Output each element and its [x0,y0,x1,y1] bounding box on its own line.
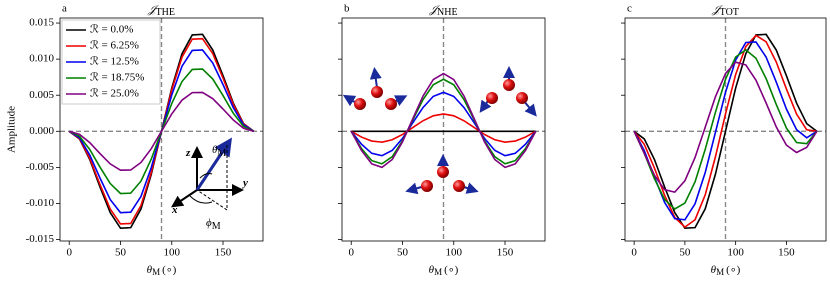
annotation: θM [212,144,226,160]
panel-title: 𝒥THE [147,4,175,19]
y-axis-label: Amplitude [6,106,18,153]
annotation: ϕM [206,217,221,233]
xlabel-sub: M [152,267,160,277]
x-tick-label: 0 [66,247,72,259]
x-axis-label: θM (∘) [711,264,741,278]
plot-frame [341,17,546,242]
x-tick-label: 150 [497,247,514,259]
spin-icons [342,66,537,195]
xlabel-sub: M [716,267,724,277]
annotation-text: y [241,177,248,189]
x-tick-label: 50 [397,247,409,259]
annotation: x [171,204,178,216]
plot-frame [624,17,827,242]
line-series [633,41,818,221]
panel-label: a [62,3,67,15]
x-tick-label: 50 [115,247,127,259]
spin-cluster [479,66,537,117]
plots: -0.015 -0.010 -0.005 0.000 0.005 0.010 0.015 0 5… [6,3,827,278]
xlabel-unit: (∘) [726,264,741,276]
title-sub: TOT [720,7,739,18]
x-tick-label: 50 [679,247,691,259]
panel-title: 𝒥NHE [428,4,457,19]
legend-label: ℛ = 0.0% [90,24,133,36]
spin-cluster [342,67,408,110]
annotation-text: θ [212,144,218,156]
x-tick-label: 100 [727,247,744,259]
line-series [350,78,537,165]
line-series [633,61,818,194]
y-tick-label: 0.010 [29,53,54,65]
x-tick-label: 100 [164,247,181,259]
y-tick-label: -0.005 [26,161,55,173]
x-tick-label: 0 [348,247,354,259]
title-sub: NHE [437,7,458,18]
xlabel-main: θ [147,264,153,276]
panel-label: c [627,3,632,15]
y-tick-label: -0.010 [26,197,55,209]
xlabel-unit: (∘) [162,264,177,276]
annotation-sub: M [212,221,221,232]
line-series [350,91,537,157]
annotation-text: ϕ [206,217,212,229]
legend-label: ℛ = 25.0% [90,88,139,100]
annotation-text: z [185,147,191,159]
annotation-text: x [171,204,178,216]
y-tick-label: 0.015 [29,17,54,29]
y-tick-label: 0.005 [29,89,54,101]
line-series [350,72,537,169]
panel-label: b [344,3,350,15]
xlabel-main: θ [429,264,435,276]
panel: 0 50 100 150 c 𝒥TOT θM (∘) [621,3,827,278]
annotation: y [241,177,248,189]
xlabel-unit: (∘) [444,264,459,276]
line-series [350,113,537,143]
title-sub: THE [156,7,175,18]
legend-label: ℛ = 12.5% [90,56,139,68]
annotation: z [185,147,191,159]
y-tick-label: -0.015 [26,233,55,245]
x-tick-label: 100 [446,247,463,259]
spin-cluster [405,154,479,195]
x-tick-label: 0 [631,247,637,259]
line-series [633,33,818,230]
xlabel-sub: M [434,267,442,277]
plot-frame [59,17,264,242]
axes-inset [171,137,244,211]
x-tick-label: 150 [215,247,232,259]
xlabel-main: θ [711,264,717,276]
line-series [633,34,817,229]
legend-label: ℛ = 6.25% [90,40,139,52]
y-tick-label: 0.000 [29,125,54,137]
panel-title: 𝒥TOT [711,4,739,19]
x-axis-label: θM (∘) [147,264,177,278]
legend-label: ℛ = 18.75% [90,72,144,84]
panel: -0.015 -0.010 -0.005 0.000 0.005 0.010 0.015 0 5… [6,3,264,278]
x-tick-label: 150 [778,247,795,259]
line-series [69,91,254,172]
line-series [633,48,818,210]
annotation-sub: M [217,148,226,159]
x-axis-label: θM (∘) [429,264,459,278]
panel: 0 50 100 150 b 𝒥NHE θM (∘) [338,3,546,278]
